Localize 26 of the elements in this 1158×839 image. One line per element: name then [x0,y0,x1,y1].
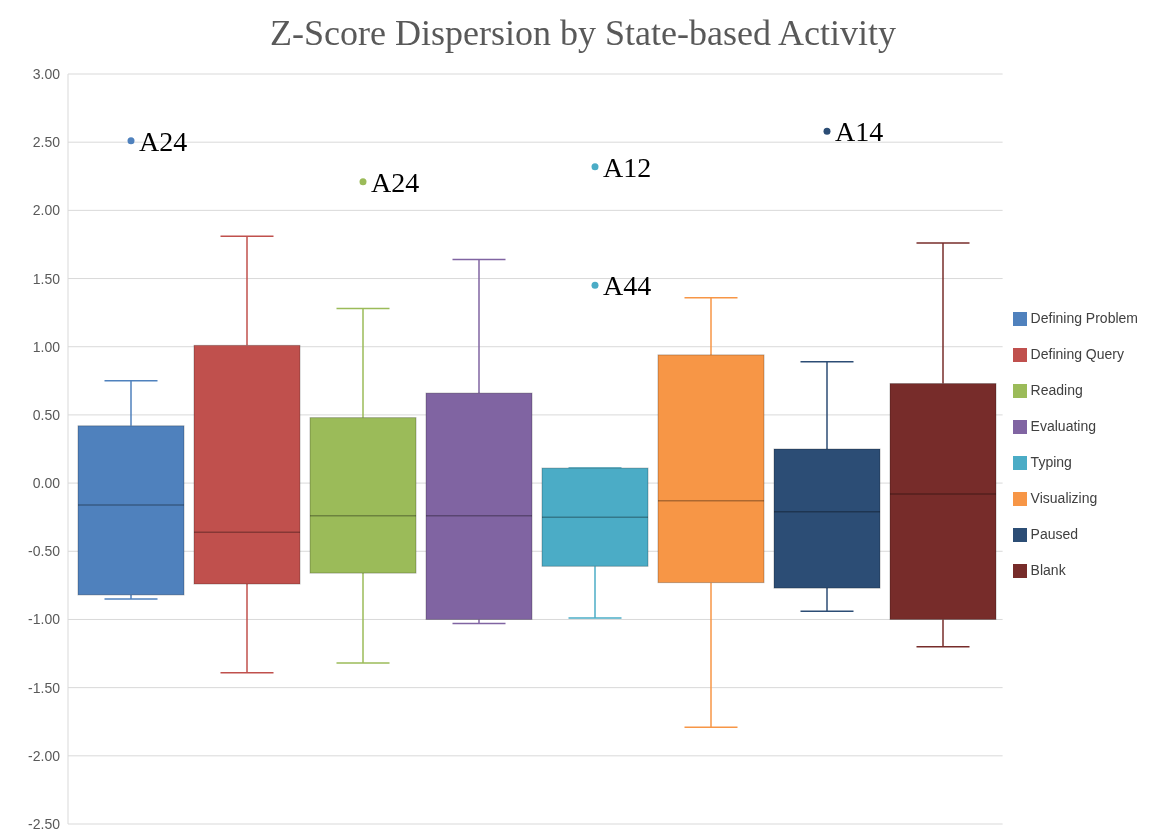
y-tick-label: -0.50 [28,543,61,560]
legend-label: Visualizing [1030,490,1098,506]
legend-label: Defining Problem [1030,310,1138,326]
legend-label: Evaluating [1030,418,1096,434]
y-tick-label: 0.00 [32,475,61,492]
legend-label: Blank [1030,562,1066,578]
y-tick-label: -1.00 [28,611,61,628]
annotation: A12 [603,151,652,183]
y-tick-label: -2.50 [28,815,61,832]
legend-label: Typing [1030,454,1072,470]
y-tick-label: 3.00 [32,65,61,82]
annotation: A44 [603,270,652,302]
y-tick-label: 2.50 [32,134,61,151]
chart-title: Z-Score Dispersion by State-based Activity [269,12,897,54]
y-tick-label: 1.00 [32,338,61,355]
y-tick-label: -1.50 [28,679,61,696]
y-tick-label: 2.00 [32,202,61,219]
legend-label: Paused [1030,526,1079,542]
annotation: A14 [835,116,884,148]
legend-label: Reading [1030,382,1083,398]
legend-label: Defining Query [1030,346,1124,362]
y-tick-label: 1.50 [32,270,61,287]
annotation: A24 [139,125,188,157]
annotation: A24 [371,166,420,198]
y-tick-label: 0.50 [32,406,61,423]
y-tick-label: -2.00 [28,747,61,764]
